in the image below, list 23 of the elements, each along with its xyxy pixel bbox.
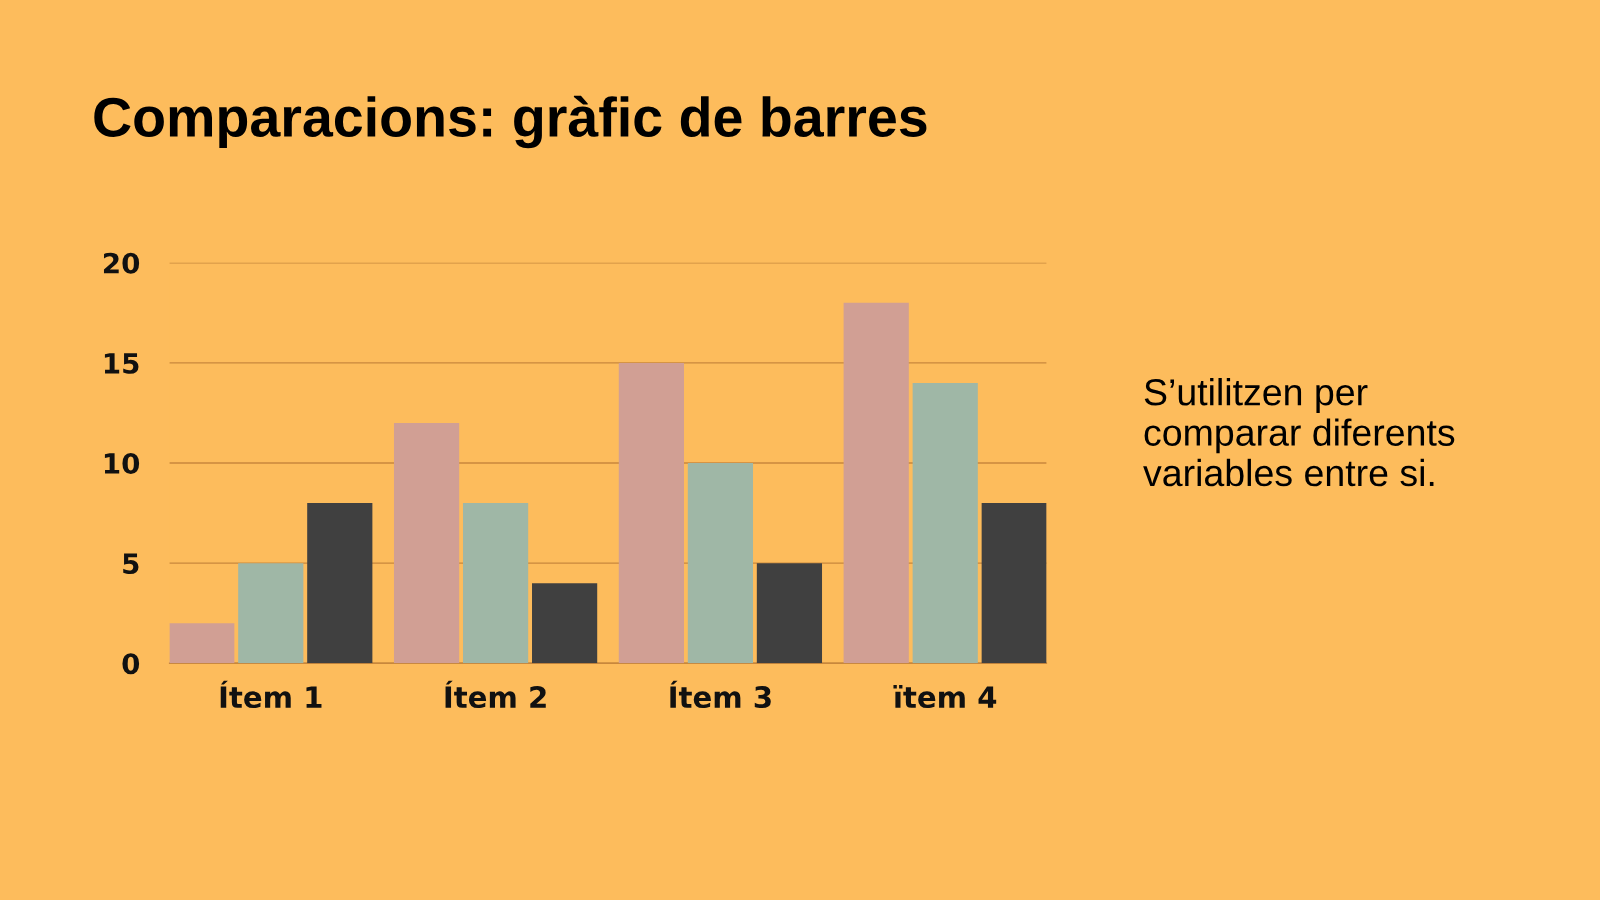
y-tick-label: 20 [103,252,140,274]
bar [307,503,373,664]
text: S’utilitzen per comparar diferents variables entre si. [1143,378,1455,487]
bar [981,503,1047,664]
bar [843,302,909,664]
bar [618,362,684,664]
bar [532,583,598,664]
x-tick-label: Ítem 2 [445,680,546,709]
x-tick-label: ïtem 4 [893,685,997,709]
bar [238,563,304,664]
y-tick-label: 10 [104,452,140,474]
bar [462,503,529,664]
bar [169,623,235,664]
y-tick-label: 0 [122,653,140,675]
chart-title: Comparacions: gràfic de barres [94,95,927,149]
y-tick-label: 5 [123,553,139,575]
x-tick-label: Ítem 1 [220,680,322,709]
y-tick-label: 15 [104,353,139,374]
bar [393,423,460,664]
bar [912,382,978,664]
bar [687,463,754,664]
bar [756,563,823,664]
x-tick-label: Ítem 3 [670,680,771,709]
